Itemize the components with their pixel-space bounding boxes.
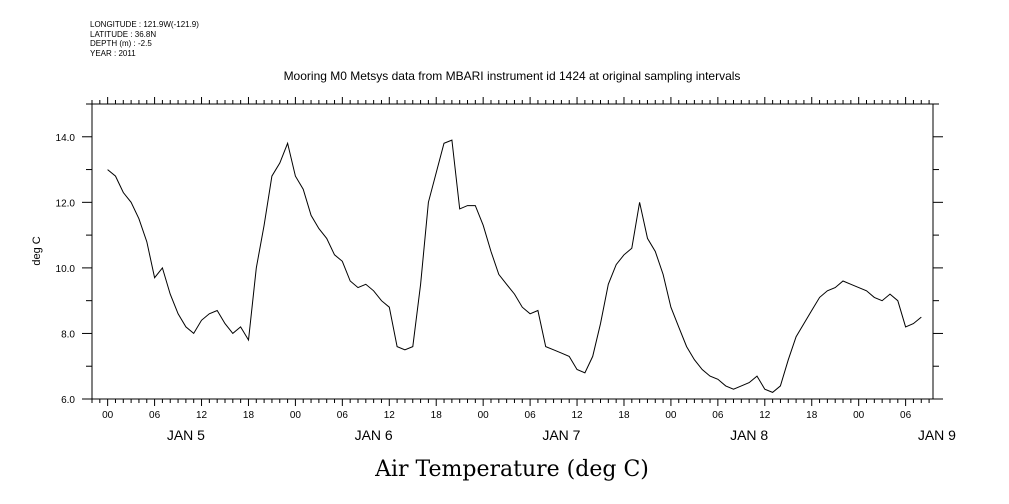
day-label: JAN 6 — [355, 427, 393, 443]
plot-frame — [91, 103, 934, 400]
day-label: JAN 9 — [918, 427, 956, 443]
depth-text: DEPTH (m) : -2.5 — [90, 39, 152, 49]
chart-title: Mooring M0 Metsys data from MBARI instru… — [284, 69, 741, 83]
y-axis-label: deg C — [31, 236, 43, 265]
tick-marks — [82, 97, 943, 406]
x-tick-label: 18 — [243, 410, 255, 421]
x-tick-label: 06 — [712, 410, 724, 421]
x-tick-label: 12 — [759, 410, 771, 421]
y-tick-label: 12.0 — [56, 198, 76, 209]
x-axis-label: Air Temperature (deg C) — [374, 457, 649, 482]
x-tick-label: 12 — [196, 410, 208, 421]
longitude-text: LONGITUDE : 121.9W(-121.9) — [90, 20, 199, 29]
x-tick-label: 00 — [665, 410, 677, 421]
day-label: JAN 8 — [730, 427, 768, 443]
x-tick-label: 06 — [337, 410, 349, 421]
x-tick-label: 00 — [853, 410, 865, 421]
latitude-text: LATITUDE : 36.8N — [90, 29, 157, 39]
x-tick-label: 18 — [431, 410, 443, 421]
x-tick-label: 00 — [478, 410, 490, 421]
x-tick-label: 06 — [900, 410, 912, 421]
air-temperature-line — [107, 139, 922, 393]
x-tick-label: 18 — [806, 410, 818, 421]
y-tick-label: 14.0 — [56, 133, 76, 144]
y-tick-label: 10.0 — [56, 264, 76, 275]
x-tick-label: 18 — [618, 410, 630, 421]
x-tick-label: 06 — [525, 410, 537, 421]
x-tick-label: 00 — [290, 410, 302, 421]
x-tick-label: 00 — [102, 410, 114, 421]
day-labels: JAN 5 JAN 6 JAN 7 JAN 8 JAN 9 — [167, 427, 956, 443]
x-tick-label: 06 — [149, 410, 161, 421]
metadata-block: LONGITUDE : 121.9W(-121.9) LATITUDE : 36… — [90, 20, 199, 58]
y-tick-label: 8.0 — [61, 329, 75, 340]
x-tick-labels: 00 06 12 18 00 06 12 18 00 06 12 18 00 06 12 18 00 06 — [102, 410, 912, 421]
x-tick-label: 12 — [384, 410, 396, 421]
year-text: YEAR : 2011 — [90, 48, 136, 58]
y-tick-labels: 6.0 8.0 10.0 12.0 14.0 — [56, 133, 76, 406]
y-tick-label: 6.0 — [61, 395, 75, 406]
day-label: JAN 5 — [167, 427, 205, 443]
day-label: JAN 7 — [542, 427, 580, 443]
x-tick-label: 12 — [571, 410, 583, 421]
